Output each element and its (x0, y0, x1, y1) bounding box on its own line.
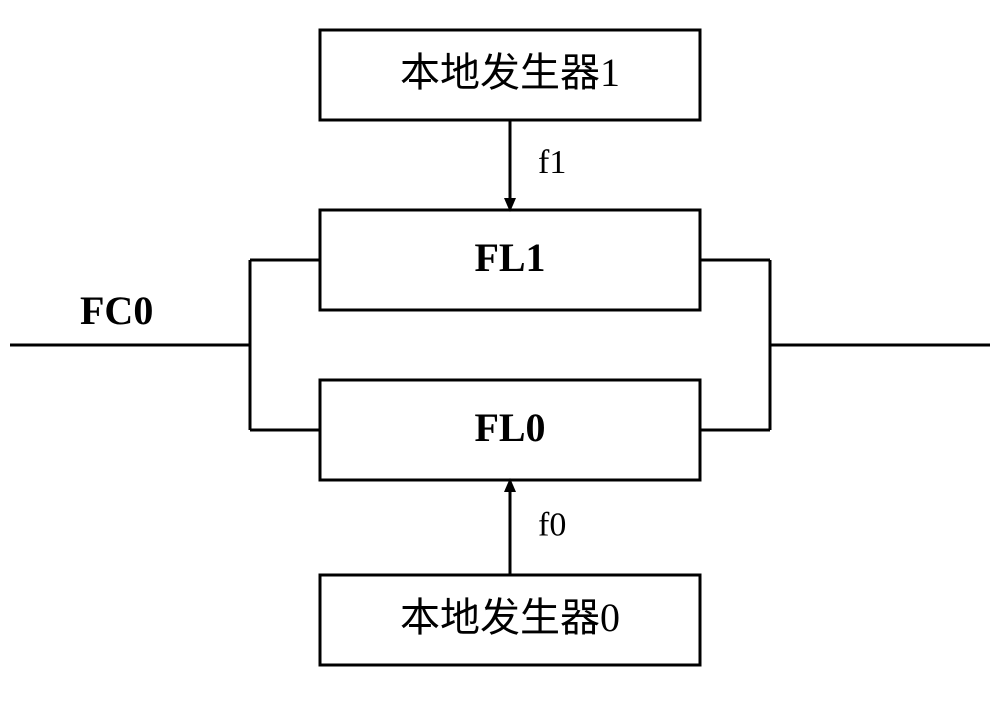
node-fl0: FL0 (320, 380, 700, 480)
arrow-f1-label: f1 (538, 144, 566, 181)
node-gen0: 本地发生器0 (320, 575, 700, 665)
node-fl0-label: FL0 (474, 405, 545, 450)
node-gen0-label: 本地发生器0 (400, 595, 620, 640)
node-fl1-label: FL1 (474, 235, 545, 280)
label-fc0: FC0 (80, 288, 153, 333)
node-gen1-label: 本地发生器1 (400, 50, 620, 95)
node-fl1: FL1 (320, 210, 700, 310)
node-gen1: 本地发生器1 (320, 30, 700, 120)
arrow-f0-label: f0 (538, 506, 566, 543)
